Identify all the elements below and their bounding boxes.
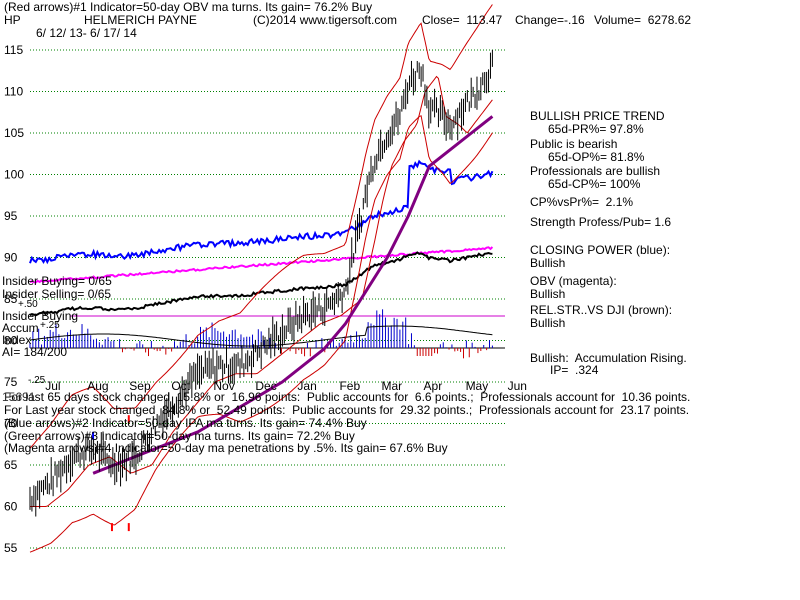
index-label: Index	[2, 333, 32, 347]
insider-buying-2: Insider Buying	[2, 309, 79, 323]
y-tick-label: 95	[4, 209, 18, 223]
professionals-status: Professionals are bullish	[530, 164, 661, 178]
accum-label: Accum	[2, 321, 39, 335]
month-label: Jul	[45, 379, 60, 393]
month-label: Jan	[297, 379, 316, 393]
accumulation-panel	[29, 309, 505, 359]
accum-plus50: +.50	[18, 299, 38, 310]
accum-minus25: -.25	[28, 375, 46, 386]
closing-power-line	[29, 159, 494, 265]
company-name: HELMERICH PAYNE	[84, 13, 197, 27]
y-tick-label: 55	[4, 541, 18, 555]
month-label: Oct	[171, 379, 190, 393]
footer-65-day: For last 65 days stock changed 15.8% or …	[4, 390, 691, 404]
closing-power-status: Bullish	[530, 256, 566, 270]
cp-percent: 65d-CP%= 100%	[548, 177, 641, 191]
month-label: Feb	[339, 379, 360, 393]
upper-band	[29, 4, 493, 449]
indicator-blue-arrows: (Blue arrows)#2 Indicator=50-day IPA ma …	[4, 416, 367, 430]
ai-value: AI= 184/200	[2, 345, 68, 359]
y-tick-label: 100	[4, 168, 24, 182]
month-label: Nov	[213, 379, 234, 393]
accumulation-status: Bullish: Accumulation Rising.	[530, 351, 687, 365]
relstr-label: REL.STR..VS DJI (brown):	[530, 303, 673, 317]
price-panel	[29, 4, 494, 553]
insider-buying: Insider Buying= 0/65	[2, 274, 112, 288]
lower-band	[29, 115, 493, 553]
y-tick-label: 70	[4, 417, 18, 431]
insider-selling: Insider Selling= 0/65	[2, 287, 112, 301]
indicator-green-arrows: (Green arrows)#3 Indicator=50-day ma tur…	[4, 429, 355, 443]
month-label: Apr	[424, 379, 443, 393]
y-tick-label: 90	[4, 251, 18, 265]
ip-value: IP= .324	[550, 363, 599, 377]
month-label: Aug	[87, 379, 108, 393]
accum-plus25: +.25	[40, 320, 60, 331]
relstr-status: Bullish	[530, 316, 566, 330]
indicator-magenta-arrows: (Magenta arrows)#4 Indicator=50-day ma p…	[4, 441, 448, 455]
footer-overlap: 15691	[2, 390, 36, 404]
y-tick-label: 75	[4, 375, 18, 389]
date-range: 6/ 12/ 13- 6/ 17/ 14	[36, 26, 137, 40]
ma-50-day	[92, 115, 494, 475]
y-tick-label: 80	[4, 334, 18, 348]
volume: Volume= 6278.62	[594, 13, 692, 27]
relstr-line	[29, 251, 493, 317]
month-label: May	[466, 379, 489, 393]
y-tick-label: 110	[4, 85, 23, 99]
obv-status: Bullish	[530, 287, 566, 301]
month-label: Jun	[508, 379, 527, 393]
price-gridlines	[30, 49, 505, 549]
pr-percent: 65d-PR%= 97.8%	[548, 122, 644, 136]
public-status: Public is bearish	[530, 137, 618, 151]
y-tick-label: 60	[4, 500, 18, 514]
ticker-symbol: HP	[4, 13, 21, 27]
lower-panels	[29, 159, 494, 317]
y-tick-label: 105	[4, 126, 24, 140]
month-label: Dec	[255, 379, 276, 393]
price-axis-labels: 115 110 105 100 95 90 85 80 75 70 65 60 55	[4, 43, 24, 555]
month-axis-labels: Jul Aug Sep Oct Nov Dec Jan Feb Mar Apr May Jun	[45, 379, 527, 393]
indicator-red-arrows: (Red arrows)#1 Indicator=50-day OBV ma t…	[4, 0, 373, 14]
y-tick-label: 65	[4, 458, 18, 472]
strength-ratio: Strength Profess/Pub= 1.6	[530, 215, 672, 229]
copyright: (C)2014 www.tigersoft.com	[253, 13, 398, 27]
close-price: Close= 113.47	[422, 13, 503, 27]
closing-power-label: CLOSING POWER (blue):	[530, 243, 671, 257]
y-tick-label: 115	[4, 43, 23, 57]
month-label: Mar	[382, 379, 403, 393]
footer-last-year: For Last year stock changed 84.8% or 52.…	[4, 403, 690, 417]
month-label: Sep	[129, 379, 151, 393]
op-percent: 65d-OP%= 81.8%	[548, 150, 645, 164]
trend-title: BULLISH PRICE TREND	[530, 109, 665, 123]
y-tick-label: 85	[4, 292, 18, 306]
obv-label: OBV (magenta):	[530, 274, 617, 288]
price-change: Change=-.16	[515, 13, 585, 27]
cp-vs-pr: CP%vsPr%= 2.1%	[530, 195, 634, 209]
